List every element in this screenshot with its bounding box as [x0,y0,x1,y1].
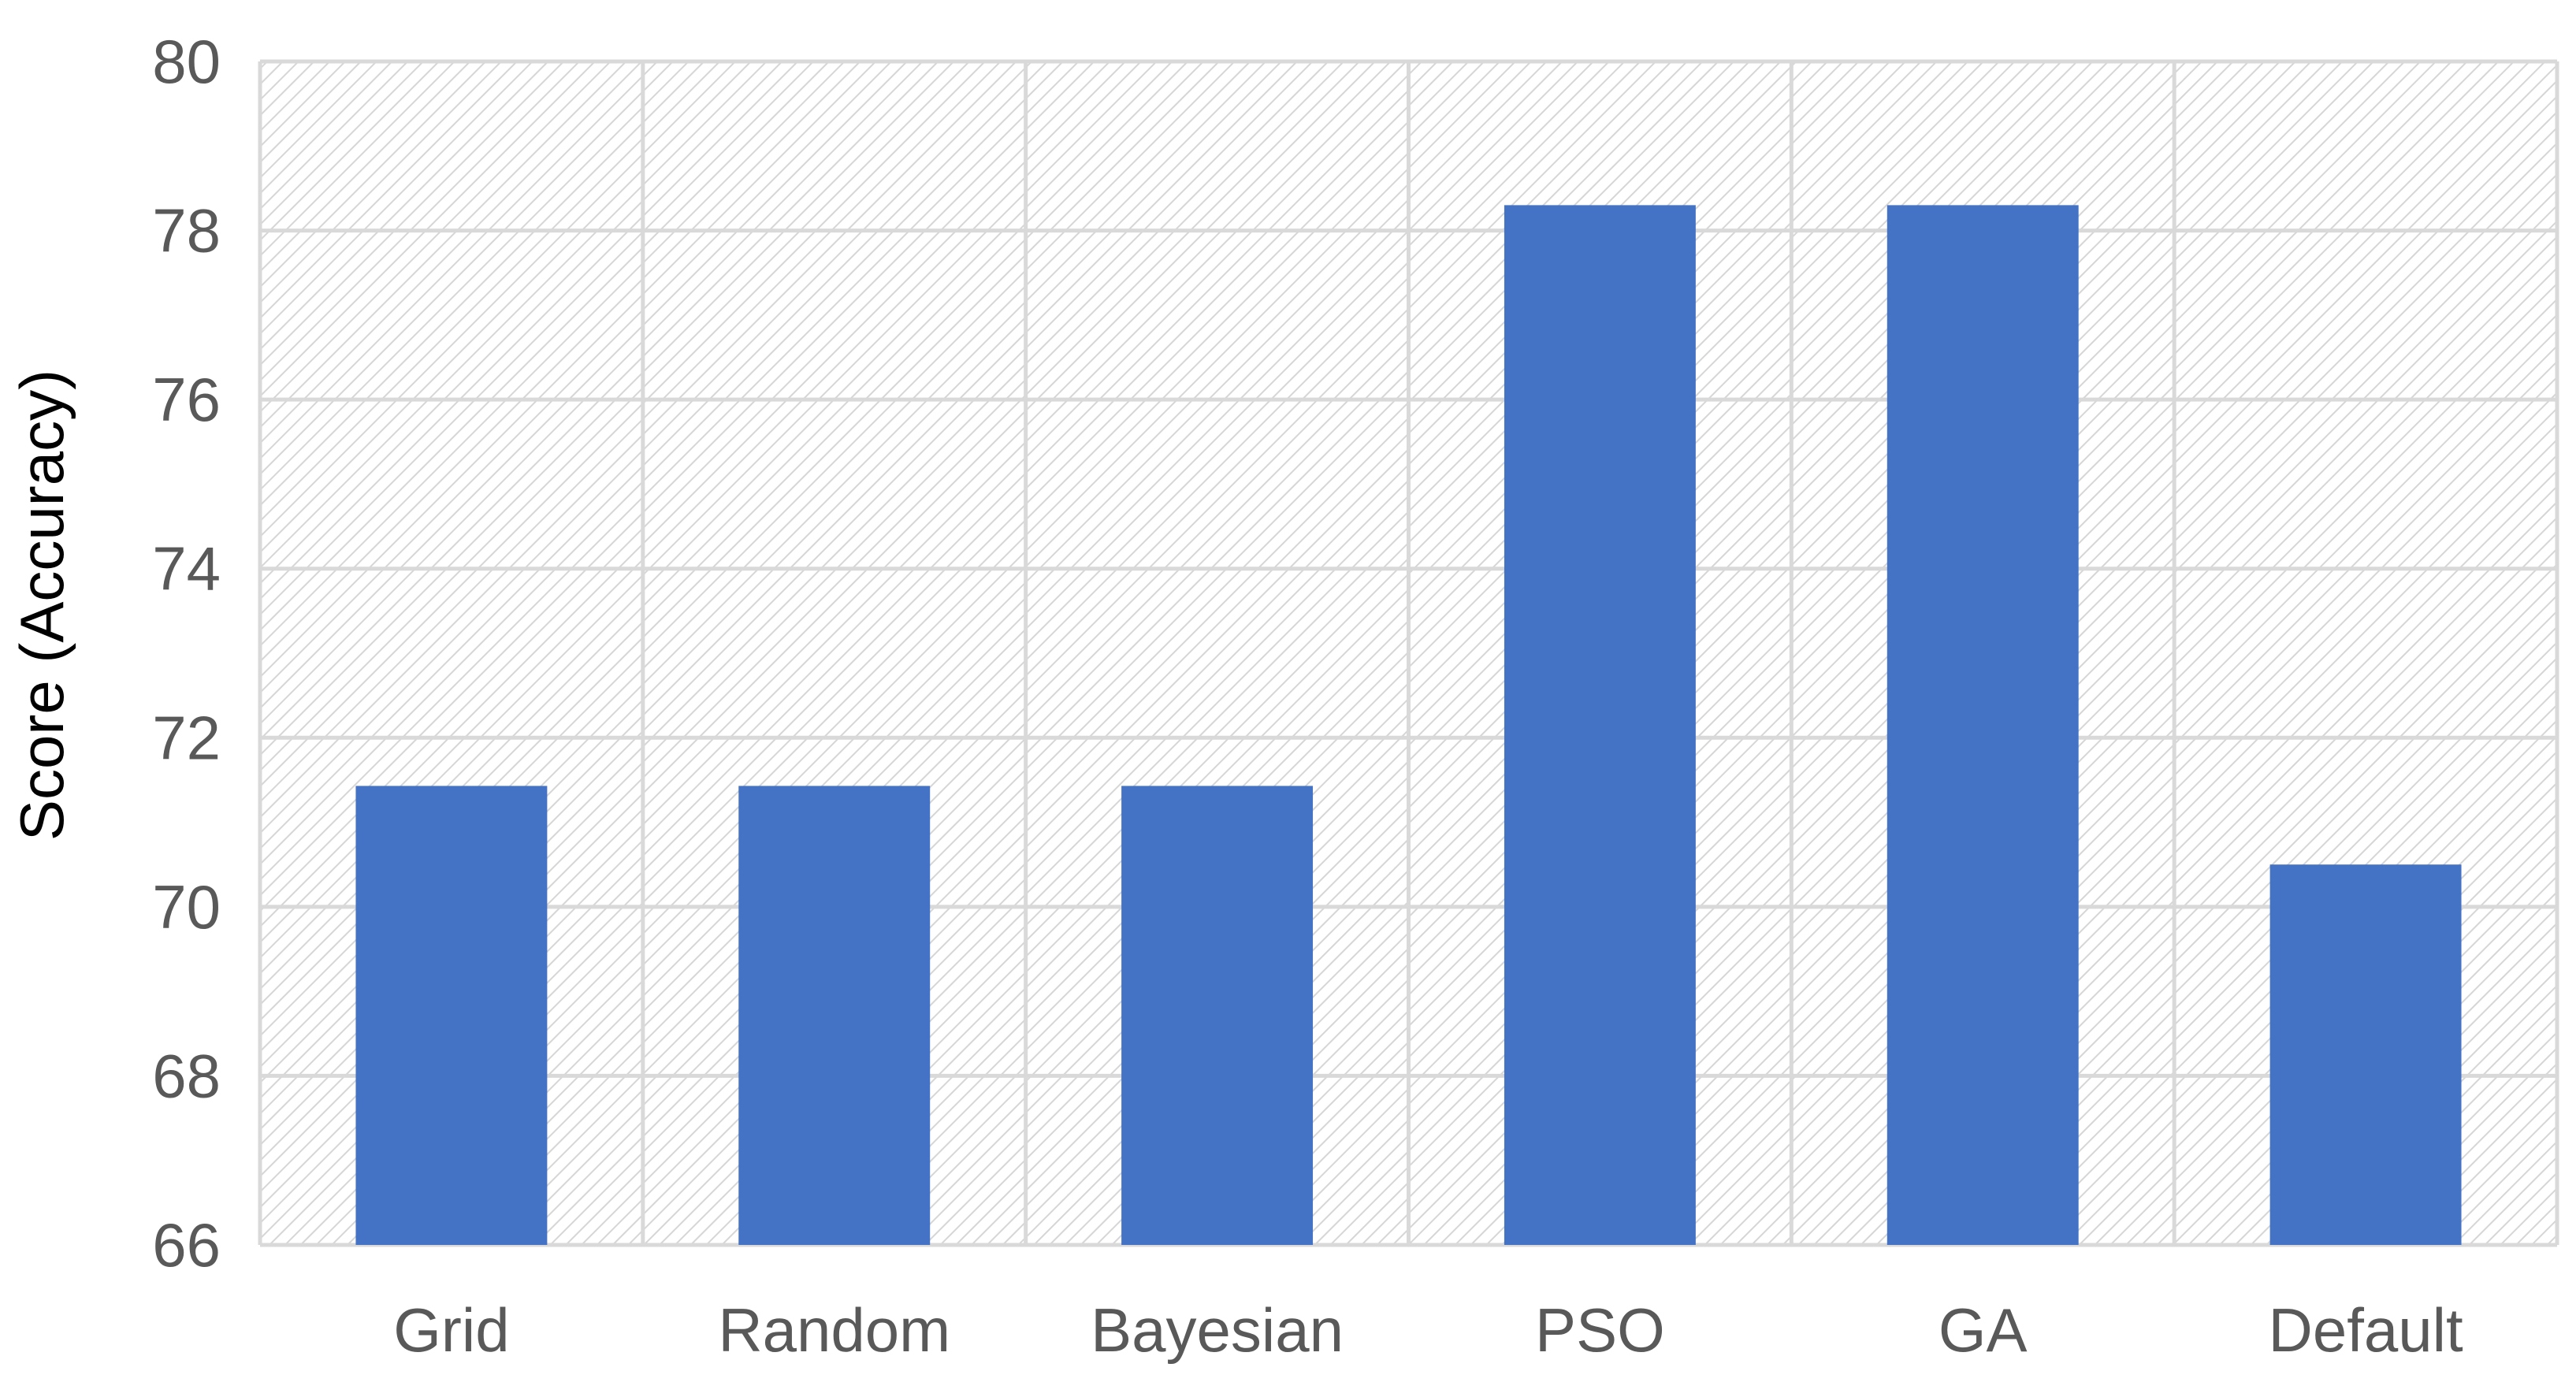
y-tick-label: 78 [152,196,221,266]
bar-grid [355,786,548,1245]
bar-ga [1886,205,2079,1245]
x-tick-label: Grid [393,1295,509,1365]
x-tick-label: Random [718,1295,950,1365]
y-tick-label: 72 [152,703,221,772]
bar-bayesian [1121,786,1314,1245]
bar-pso [1504,205,1696,1245]
y-axis-title: Score (Accuracy) [7,370,76,841]
x-tick-label: Bayesian [1091,1295,1344,1365]
y-tick-label: 74 [152,534,221,604]
x-tick-label: PSO [1535,1295,1665,1365]
x-tick-label: Default [2269,1295,2463,1365]
bar-default [2269,864,2462,1245]
y-tick-label: 80 [152,27,221,96]
y-tick-label: 68 [152,1041,221,1110]
y-tick-label: 70 [152,872,221,942]
y-tick-label: 66 [152,1210,221,1280]
bar-random [738,786,931,1245]
y-tick-label: 76 [152,365,221,434]
x-tick-label: GA [1939,1295,2028,1365]
